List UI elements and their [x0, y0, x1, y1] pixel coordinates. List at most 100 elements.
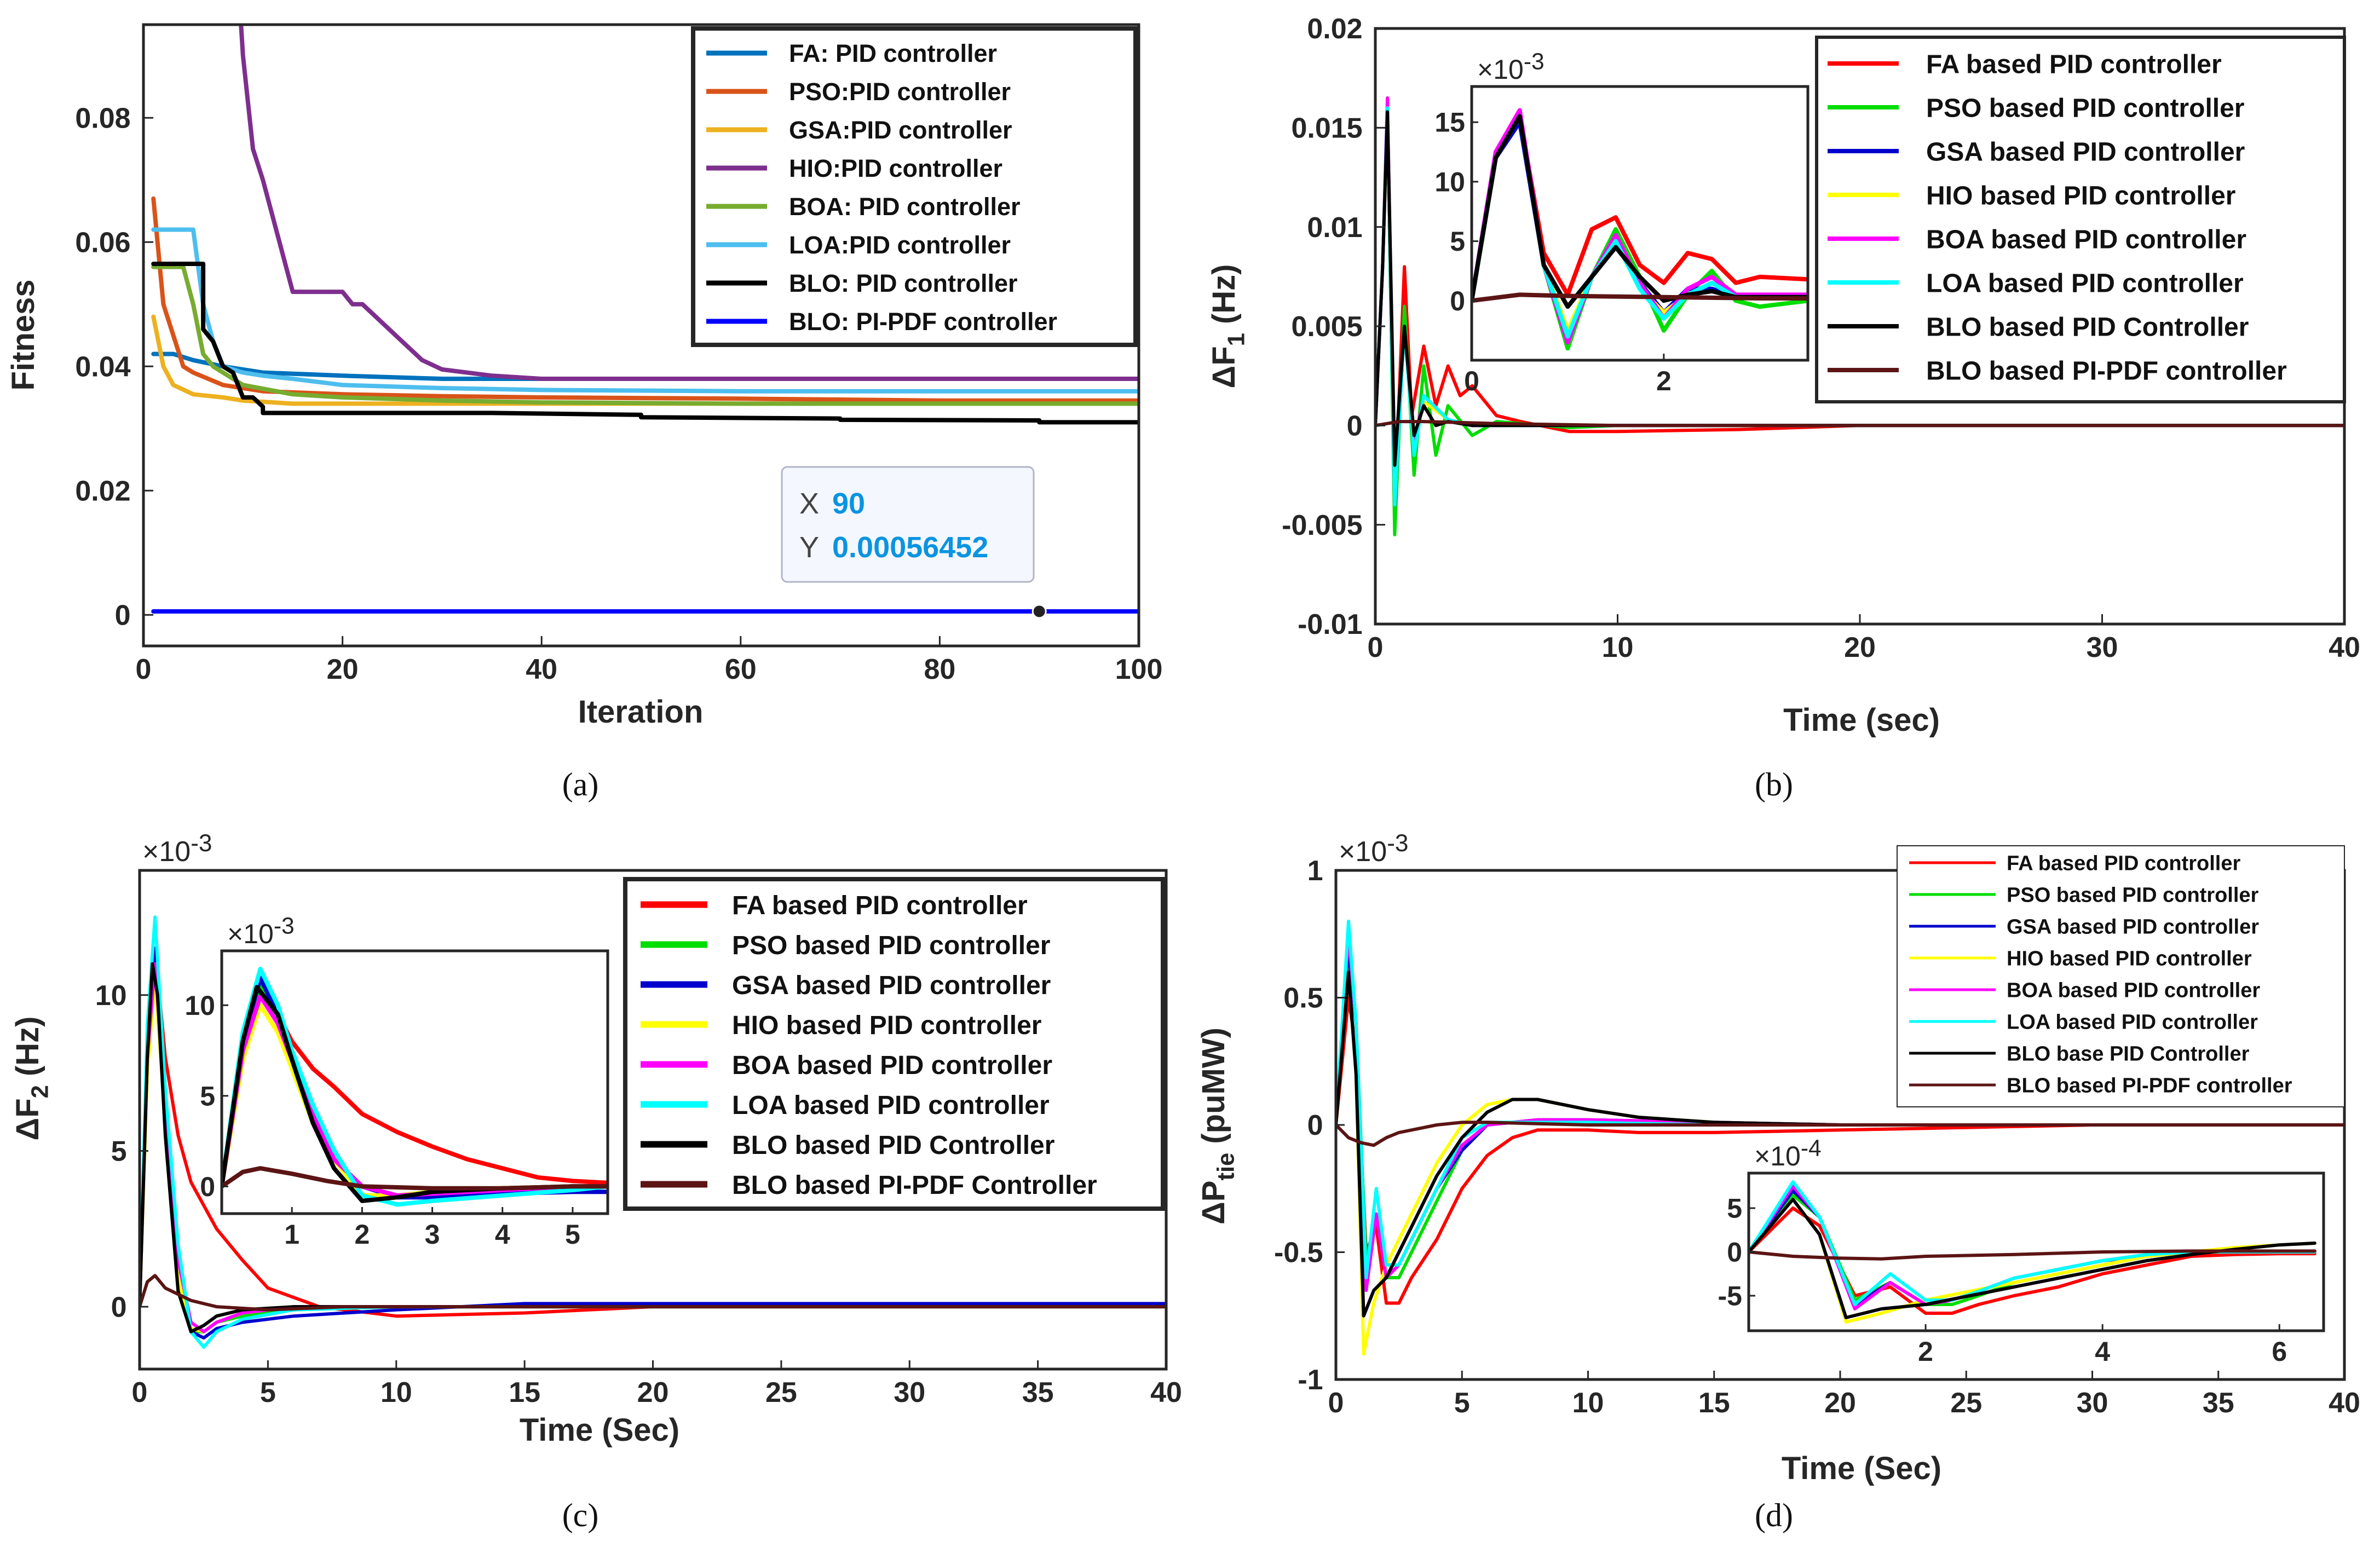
- chart-b-xtick-label: 30: [2087, 632, 2118, 663]
- chart-d-inset-series-blo-based-pi-pdf-controller: [1749, 1249, 2316, 1261]
- multiplier-exponent: -4: [1801, 1136, 1822, 1162]
- chart-d-inset-ytick-label: 5: [1727, 1193, 1742, 1224]
- multiplier-base: ×10: [1477, 54, 1524, 85]
- chart-d-ytick-label: -1: [1298, 1364, 1323, 1396]
- chart-d-series-group: [1336, 920, 2344, 1356]
- chart-b-xtick-label: 10: [1602, 632, 1634, 663]
- chart-c-inset-frame: [220, 949, 609, 1215]
- chart-a-datatip-box: [781, 466, 1035, 583]
- chart-d-legend-label: BOA based PID controller: [2007, 979, 2260, 1002]
- ylabel-unit: (puMW): [1196, 1027, 1231, 1153]
- chart-c-legend-box: [623, 877, 1165, 1211]
- multiplier-base: ×10: [1754, 1141, 1801, 1171]
- chart-c-inset-area: [220, 949, 609, 1215]
- chart-d-multiplier: ×10-3: [1339, 830, 1409, 868]
- chart-a-datatip-marker: [1031, 604, 1047, 619]
- chart-c-series-blo-based-pid-controller: [140, 962, 1166, 1333]
- chart-a-xtick-label: 60: [725, 654, 757, 685]
- multiplier-exponent: -3: [1387, 830, 1408, 857]
- multiplier-base: ×10: [227, 919, 274, 949]
- chart-a-xtick-label: 80: [924, 654, 955, 685]
- chart-a-legend-label: BLO: PID controller: [789, 269, 1018, 297]
- chart-b-ytick-label: 0: [1347, 411, 1363, 442]
- chart-b-xtick-label: 20: [1844, 632, 1876, 663]
- chart-d-ytick-label: 0.5: [1283, 983, 1323, 1014]
- chart-d-ytick-label: 0: [1307, 1110, 1323, 1141]
- chart-c-inset-series-loa-based-pid-controller: [222, 967, 608, 1207]
- chart-a-xtick-label: 40: [526, 654, 557, 685]
- chart-d-legend-label: FA based PID controller: [2007, 852, 2240, 875]
- chart-b-ylabel: ΔF1 (Hz): [1206, 264, 1249, 389]
- chart-c-xtick-label: 30: [894, 1377, 925, 1408]
- chart-a-legend-label: BOA: PID controller: [789, 193, 1021, 221]
- chart-c-inset-xtick-label: 1: [284, 1219, 299, 1250]
- chart-a-xtick-label: 100: [1115, 654, 1163, 685]
- caption-c: (c): [562, 1497, 599, 1533]
- chart-b-ytick-label: 0.015: [1291, 113, 1362, 145]
- chart-d-xtick-label: 15: [1698, 1387, 1730, 1419]
- chart-d-legend-label: PSO based PID controller: [2007, 884, 2259, 907]
- chart-d-inset-multiplier: ×10-4: [1754, 1136, 1822, 1172]
- chart-d-ylabel: ΔPtie (puMW): [1196, 1027, 1239, 1225]
- chart-a-frame: [142, 23, 1140, 648]
- chart-a-legend-label: LOA:PID controller: [789, 231, 1011, 259]
- chart-c-xtick-label: 35: [1022, 1377, 1054, 1408]
- chart-d-ytick-label: 1: [1307, 855, 1323, 887]
- chart-b: 0 10 20 30 40-0.01-0.00500.0050.010.0150.02T…: [1206, 13, 2360, 803]
- chart-d-inset-ytick-label: 0: [1727, 1237, 1742, 1268]
- chart-d-ytick-label: -0.5: [1274, 1237, 1323, 1269]
- chart-a-xtick-label: 20: [327, 654, 359, 685]
- chart-b-xtick-label: 40: [2329, 632, 2360, 663]
- ylabel-subscript: 2: [27, 1085, 53, 1098]
- chart-b-legend-label: BLO based PI-PDF controller: [1926, 356, 2287, 385]
- chart-b-legend-label: GSA based PID controller: [1926, 137, 2245, 166]
- chart-b-inset-frame: [1470, 85, 1810, 362]
- chart-d-xtick-label: 40: [2329, 1387, 2360, 1419]
- chart-b-inset-ytick-label: 15: [1434, 107, 1465, 138]
- chart-b-inset-xtick-label: 0: [1464, 366, 1479, 396]
- chart-c-ytick-label: 0: [111, 1291, 127, 1323]
- chart-c-inset-series-group: [222, 967, 608, 1207]
- chart-b-series-group: [1375, 96, 2344, 536]
- chart-b-inset-series-blo-based-pi-pdf-controller: [1472, 292, 1808, 303]
- chart-d-legend-label: GSA based PID controller: [2007, 916, 2259, 939]
- chart-d-legend-label: BLO base PID Controller: [2007, 1043, 2250, 1066]
- chart-c-xtick-label: 40: [1150, 1377, 1182, 1408]
- chart-c-inset-ytick-label: 0: [200, 1171, 215, 1202]
- chart-a-series-group: [151, 25, 1139, 614]
- chart-b-ytick-label: -0.01: [1298, 609, 1363, 640]
- chart-c-inset-ytick-label: 10: [185, 990, 215, 1021]
- chart-c-legend-label: GSA based PID controller: [732, 971, 1051, 1000]
- chart-b-inset-ytick-label: 10: [1434, 166, 1465, 197]
- chart-b-inset-ytick-label: 5: [1450, 226, 1465, 257]
- chart-c-legend-label: FA based PID controller: [732, 891, 1028, 920]
- chart-c-legend-label: LOA based PID controller: [732, 1091, 1050, 1120]
- chart-d-xlabel: Time (Sec): [1782, 1451, 1941, 1486]
- chart-c-xtick-label: 10: [381, 1377, 412, 1408]
- ylabel-subscript: tie: [1213, 1153, 1239, 1181]
- chart-b-ytick-label: 0.02: [1307, 13, 1362, 45]
- chart-c-xtick-label: 0: [132, 1377, 148, 1408]
- chart-b-inset-xtick-label: 2: [1656, 366, 1672, 396]
- chart-c-legend-label: PSO based PID controller: [732, 931, 1050, 960]
- chart-d-legend-label: LOA based PID controller: [2007, 1011, 2258, 1034]
- chart-a-series-boa-pid-controller: [151, 264, 1139, 406]
- chart-c-series-gsa-based-pid-controller: [140, 946, 1166, 1340]
- chart-b-xtick-label: 0: [1368, 632, 1384, 663]
- chart-a-series-blo-pid-controller: [151, 262, 1139, 425]
- ylabel-main: ΔF: [1206, 346, 1242, 388]
- chart-d-legend-box: [1897, 845, 2345, 1107]
- chart-d-inset-ytick-label: -5: [1718, 1281, 1742, 1312]
- ylabel-unit: (Hz): [10, 1017, 45, 1086]
- caption-b: (b): [1755, 766, 1793, 803]
- chart-b-legend-label: FA based PID controller: [1926, 50, 2222, 79]
- chart-a-legend-label: FA: PID controller: [789, 39, 997, 67]
- ylabel-main: ΔP: [1196, 1181, 1231, 1225]
- chart-a-series-loa-pid-controller: [151, 227, 1139, 394]
- chart-b-legend-label: BOA based PID controller: [1926, 225, 2246, 254]
- multiplier-base: ×10: [1339, 836, 1387, 868]
- chart-a-ytick-label: 0.06: [75, 227, 130, 258]
- chart-c-legend-label: BLO based PI-PDF Controller: [732, 1171, 1097, 1200]
- chart-b-inset-ytick-label: 0: [1450, 286, 1465, 316]
- ylabel-subscript: 1: [1223, 333, 1249, 346]
